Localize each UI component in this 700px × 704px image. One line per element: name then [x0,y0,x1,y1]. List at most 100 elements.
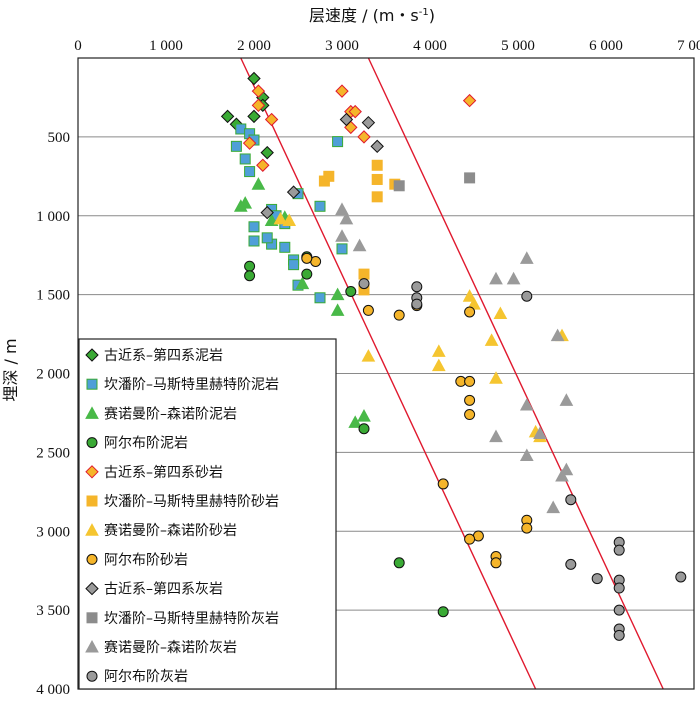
data-point [358,268,370,280]
data-point [546,500,561,514]
data-point [464,394,476,406]
trend-lines [240,57,664,690]
data-point [335,84,349,98]
series-5 [242,84,477,172]
data-point [519,251,534,264]
series-9 [260,112,384,220]
legend-label: 坎潘阶–马斯特里赫特阶砂岩 [104,494,279,510]
data-point [247,71,261,86]
data-point [555,468,569,482]
data-point [464,306,476,318]
data-point [358,278,370,290]
data-point [362,304,374,316]
legend-marker [86,553,98,565]
legend-label: 坎潘阶–马斯特里赫特阶泥岩 [104,377,279,393]
data-point [462,93,477,108]
data-point [361,349,376,362]
data-point [251,98,266,113]
x-tick-label: 1 000 [149,38,183,54]
legend-label: 赛诺曼阶–森诺阶砂岩 [104,523,237,539]
data-point [489,429,503,443]
trend-line-1 [240,57,537,690]
y-axis-title: 埋深 / m [1,338,20,401]
data-point [339,112,354,127]
data-point [330,287,345,301]
data-point [314,292,326,304]
x-tick-label: 4 000 [413,38,447,54]
legend-label: 阿尔布阶灰岩 [104,669,188,685]
series-6 [318,159,401,296]
y-tick-label: 1 500 [36,288,70,304]
data-point [411,281,423,293]
data-point [301,252,313,264]
data-point [244,270,256,282]
data-point [533,426,547,439]
x-tick-label: 2 000 [237,38,271,54]
data-point [348,104,362,119]
data-point [288,259,300,271]
data-point [519,398,534,411]
y-tick-label: 500 [48,130,71,146]
data-point [357,130,371,144]
series-10 [393,172,476,192]
legend-marker [85,406,99,419]
data-point [357,409,371,422]
data-point [521,522,533,534]
data-point [559,393,574,406]
y-tick-label: 3 000 [36,524,70,540]
series-8 [301,252,533,569]
data-point [431,358,446,372]
data-point [301,268,313,280]
legend-label: 阿尔布阶砂岩 [104,552,188,568]
data-point [613,604,625,616]
data-point [393,180,405,192]
data-point [370,139,384,154]
legend: 古近系–第四系泥岩坎潘阶–马斯特里赫特阶泥岩赛诺曼阶–森诺阶泥岩阿尔布阶泥岩古近… [78,338,337,690]
data-point [371,173,383,185]
data-point [591,573,603,585]
data-point [613,629,625,641]
legend-marker [86,612,98,624]
data-point [239,153,251,165]
data-point [565,494,577,506]
data-point [273,211,288,225]
y-tick-label: 1 000 [36,209,70,225]
data-point [264,112,279,127]
data-point [393,309,405,321]
data-point [336,243,348,255]
data-point [282,213,297,226]
data-point [256,158,270,172]
legend-marker [86,378,98,390]
x-tick-label: 5 000 [501,38,535,54]
data-point [393,557,405,569]
data-point [323,170,335,182]
data-point [559,462,574,476]
data-point [550,328,565,342]
data-point [521,290,533,302]
data-point [295,276,310,290]
x-axis-title: 层速度 / (m・s-1) [309,6,435,25]
y-tick-label: 2 500 [36,445,70,461]
legend-marker [85,465,99,479]
data-point [251,177,266,190]
legend-label: 赛诺曼阶–森诺阶灰岩 [104,640,237,656]
data-point [431,344,446,357]
data-point [489,271,503,285]
x-tick-label: 0 [74,38,82,54]
data-point [464,533,476,545]
data-point [339,211,354,225]
series-11 [335,202,574,514]
data-point [371,191,383,203]
data-point [332,136,344,148]
x-tick-label: 6 000 [589,38,623,54]
data-point [242,136,257,150]
legend-label: 阿尔布阶泥岩 [104,436,188,452]
trend-line-2 [367,57,664,690]
data-point [358,423,370,435]
data-point [314,200,326,212]
y-tick-label: 4 000 [36,682,70,698]
data-point [248,235,260,247]
data-point [261,232,273,244]
data-point [248,221,260,233]
